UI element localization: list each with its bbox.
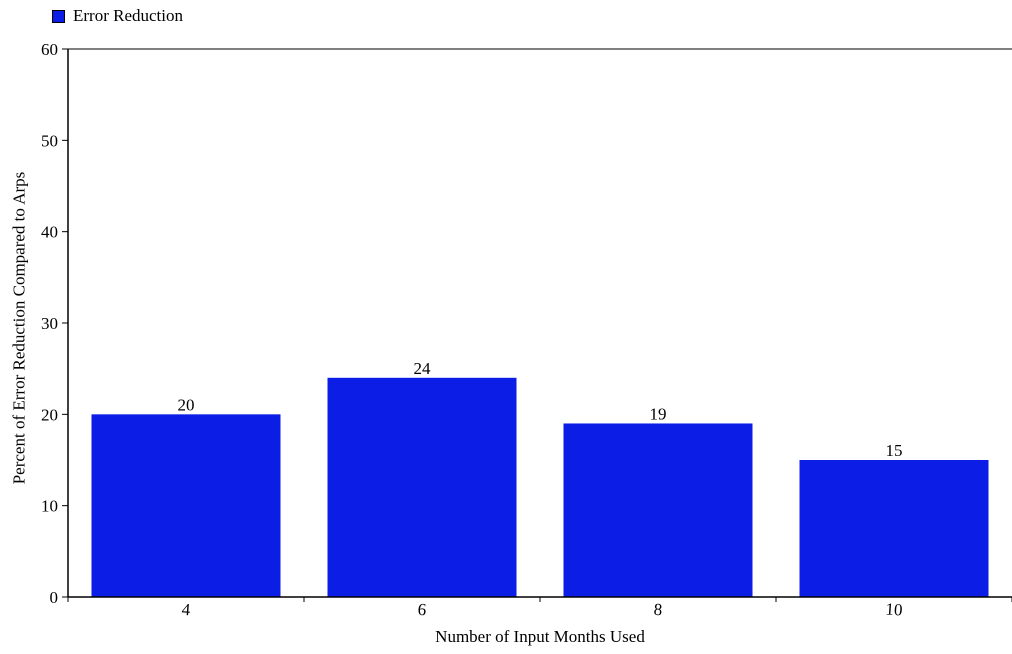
legend: Error Reduction: [52, 6, 183, 26]
x-tick-label-10: 10: [885, 599, 903, 619]
data-label-4: 20: [178, 395, 195, 414]
bar-10: [799, 460, 989, 597]
x-tick-label-6: 6: [417, 600, 427, 620]
y-axis-title: Percent of Error Reduction Compared to A…: [9, 171, 29, 484]
x-axis-title: Number of Input Months Used: [435, 627, 645, 646]
x-tick-label-4: 4: [181, 600, 191, 620]
y-tick-label-0: 0: [50, 588, 59, 607]
data-label-8: 19: [650, 404, 667, 423]
bar-4: [91, 414, 281, 597]
legend-swatch-error-reduction: [52, 9, 65, 23]
data-label-10: 15: [886, 441, 903, 460]
y-tick-label-4: 40: [41, 223, 58, 242]
y-tick-label-1: 10: [41, 497, 58, 516]
y-tick-label-6: 60: [41, 40, 58, 59]
y-tick-label-2: 20: [41, 405, 58, 424]
legend-label-error-reduction: Error Reduction: [73, 6, 183, 25]
data-label-6: 24: [414, 359, 432, 378]
y-axis-title-wrap: Percent of Error Reduction Compared to A…: [8, 60, 30, 595]
y-tick-label-5: 50: [41, 131, 58, 150]
y-tick-label-3: 30: [41, 314, 58, 333]
x-tick-label-8: 8: [653, 600, 663, 620]
bar-8: [563, 423, 753, 597]
bar-6: [327, 377, 517, 597]
